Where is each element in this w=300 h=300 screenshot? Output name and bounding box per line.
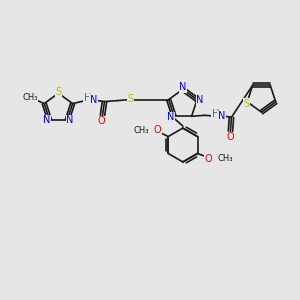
Text: O: O xyxy=(153,124,161,135)
Text: N: N xyxy=(179,82,187,92)
Text: N: N xyxy=(218,111,225,121)
Text: N: N xyxy=(66,115,74,125)
Text: S: S xyxy=(243,99,249,109)
Text: H: H xyxy=(84,93,91,103)
Text: H: H xyxy=(212,109,219,119)
Text: N: N xyxy=(90,94,97,105)
Text: N: N xyxy=(196,94,204,105)
Text: S: S xyxy=(56,87,62,97)
Text: O: O xyxy=(98,116,105,127)
Text: O: O xyxy=(205,154,212,164)
Text: CH₃: CH₃ xyxy=(134,126,149,135)
Text: N: N xyxy=(167,112,175,122)
Text: S: S xyxy=(127,94,134,103)
Text: O: O xyxy=(226,132,234,142)
Text: CH₃: CH₃ xyxy=(22,93,38,102)
Text: N: N xyxy=(44,115,51,125)
Text: CH₃: CH₃ xyxy=(218,154,233,163)
